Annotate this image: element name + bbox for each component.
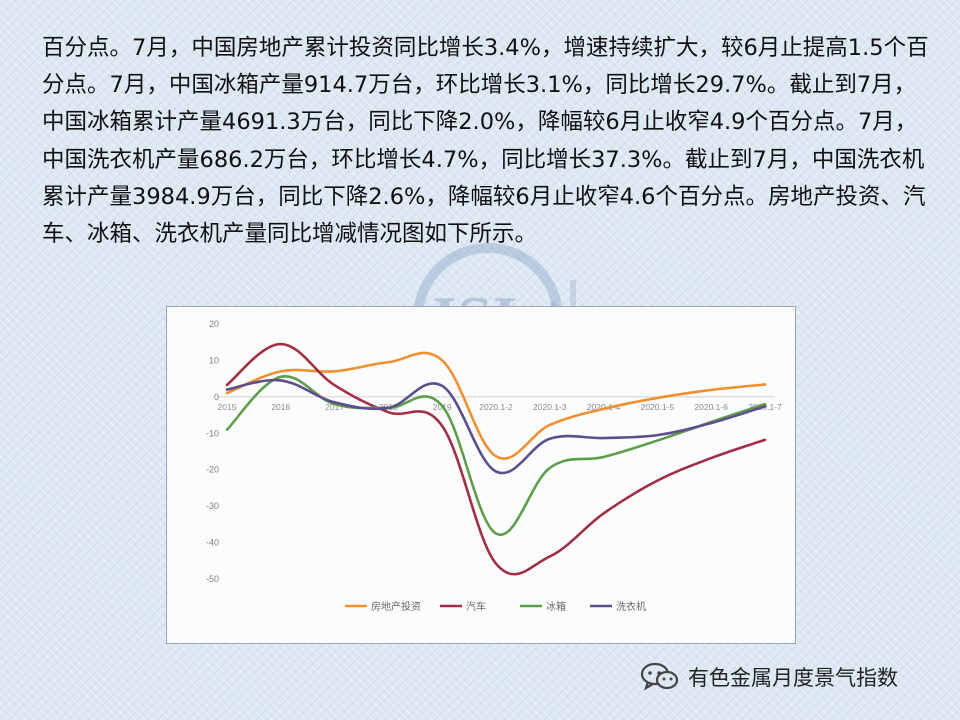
legend-label: 洗衣机 xyxy=(616,600,646,613)
y-tick-label: -10 xyxy=(206,428,219,438)
watermark-text: 有色金属月度景气指数 xyxy=(688,666,898,690)
x-tick-label: 2020.1-3 xyxy=(533,402,567,412)
x-tick-label: 2020.1-6 xyxy=(694,402,728,412)
wechat-watermark: 有色金属月度景气指数 xyxy=(640,660,898,694)
series-line-1 xyxy=(225,351,767,460)
legend-label: 房地产投资 xyxy=(371,600,421,613)
body-paragraph: 百分点。7月，中国房地产累计投资同比增长3.4%，增速持续扩大，较6月止提高1.… xyxy=(42,35,929,248)
y-tick-label: 0 xyxy=(214,392,219,402)
x-tick-label: 2020.1-4 xyxy=(587,402,621,412)
y-tick-label: -50 xyxy=(206,574,219,584)
legend-label: 汽车 xyxy=(466,600,486,613)
y-tick-label: -20 xyxy=(206,465,219,475)
y-tick-label: 20 xyxy=(209,319,219,329)
y-tick-label: -40 xyxy=(206,538,219,548)
x-tick-label: 2015 xyxy=(218,402,237,412)
legend-label: 冰箱 xyxy=(546,600,566,613)
y-tick-label: 10 xyxy=(209,355,219,365)
x-tick-label: 2016 xyxy=(271,402,290,412)
x-tick-label: 2020.1-5 xyxy=(641,402,675,412)
y-tick-label: -30 xyxy=(206,501,219,511)
x-tick-label: 2017 xyxy=(325,402,344,412)
series-line-2 xyxy=(225,342,767,576)
wechat-icon xyxy=(640,662,679,691)
series-line-4 xyxy=(225,378,767,475)
x-tick-label: 2020.1-2 xyxy=(479,402,513,412)
chart-container: 20 10 0 -10 -20 -30 -40 -50 2015 2016 2017 2018 2019… xyxy=(166,306,796,644)
